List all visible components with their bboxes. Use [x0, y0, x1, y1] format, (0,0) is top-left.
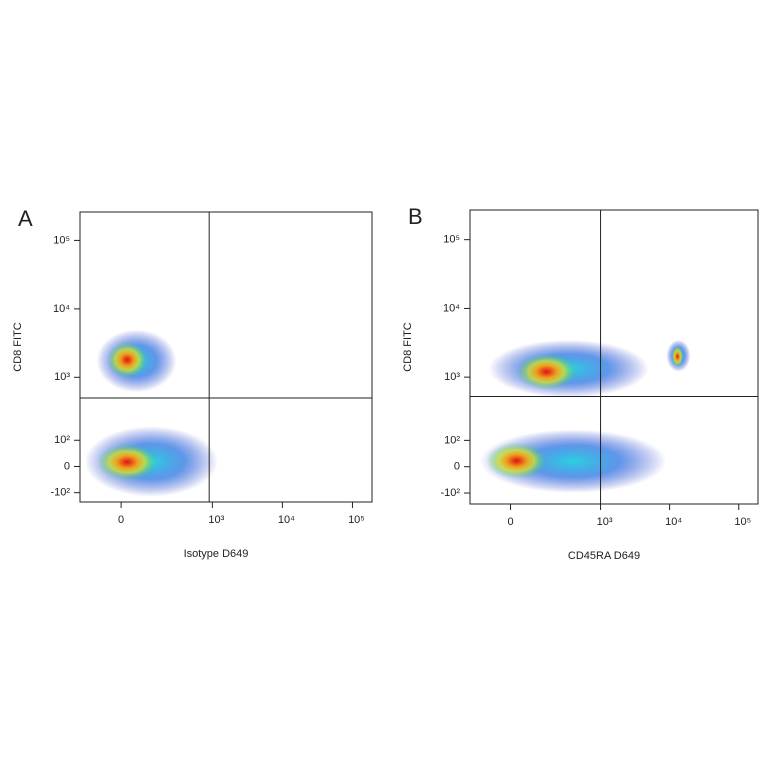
y-tick-label: 10³: [54, 371, 70, 383]
y-tick-label: 10⁴: [443, 302, 460, 314]
y-tick-label: 0: [64, 460, 70, 472]
plot-panel: 0 10³ 10⁴ 10⁵ -10² 0 10² 10³ 10⁴ 10⁵ Isotype D649 C…: [12, 206, 373, 560]
x-axis-label: CD45RA D649: [568, 550, 640, 562]
plot-frame: [79, 211, 373, 503]
population-peak: [516, 353, 577, 390]
population-peak: [671, 345, 684, 368]
x-tick-label: 10³: [597, 516, 613, 528]
y-tick-label: 10⁵: [443, 234, 460, 246]
plot-frame: [469, 209, 759, 505]
y-tick-label: -10²: [50, 487, 70, 499]
x-tick-label: 10⁵: [734, 516, 751, 528]
x-tick-label: 0: [118, 514, 124, 526]
plot-panel: 0 10³ 10⁴ 10⁵ -10² 0 10² 10³ 10⁴ 10⁵ CD45RA D649 CD…: [402, 204, 759, 562]
x-tick-label: 0: [507, 516, 513, 528]
x-axis-label: Isotype D649: [184, 548, 249, 560]
x-tick-label: 10³: [208, 514, 224, 526]
y-tick-label: 10³: [444, 371, 460, 383]
y-tick-label: 10⁴: [53, 303, 70, 315]
y-tick-label: 0: [454, 461, 460, 473]
population-peak: [486, 442, 547, 479]
x-tick-label: 10⁴: [665, 516, 682, 528]
y-axis-label: CD8 FITC: [402, 322, 414, 372]
panel-letter: A: [18, 206, 33, 231]
y-tick-label: -10²: [440, 487, 460, 499]
population-peak: [97, 444, 158, 481]
x-tick-label: 10⁴: [278, 514, 295, 526]
panel-letter: B: [408, 204, 423, 229]
y-axis-label: CD8 FITC: [12, 322, 24, 372]
y-tick-label: 10²: [444, 434, 460, 446]
x-tick-label: 10⁵: [348, 514, 365, 526]
y-tick-label: 10²: [54, 434, 70, 446]
population-peak: [107, 341, 148, 378]
y-tick-label: 10⁵: [53, 234, 70, 246]
